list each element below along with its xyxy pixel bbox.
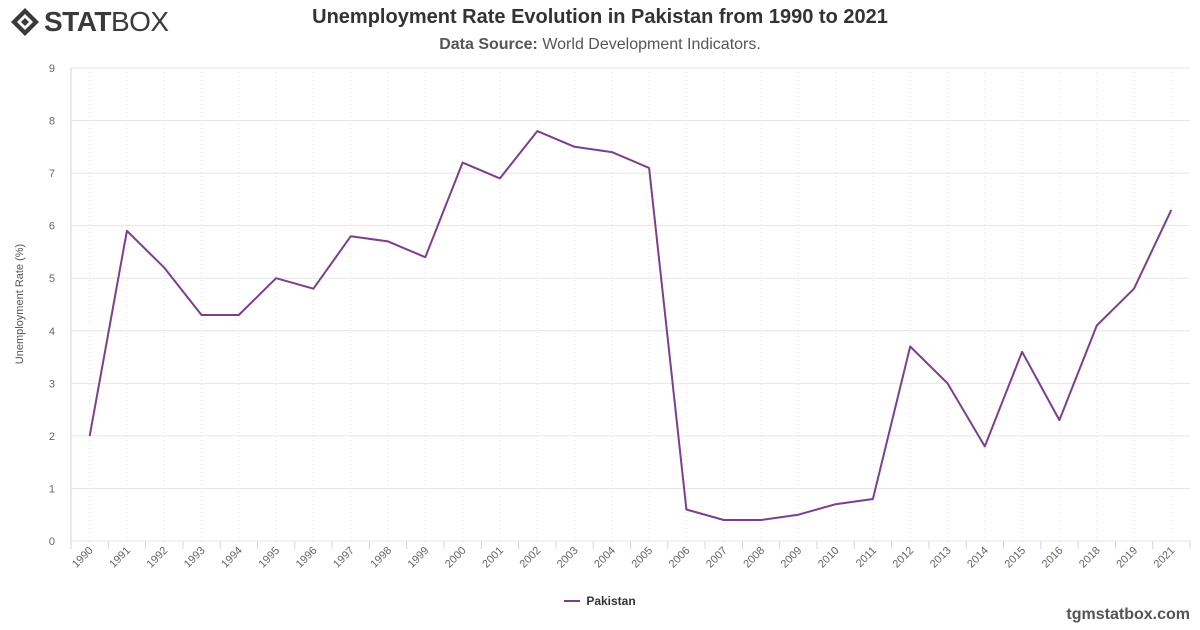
x-tick-label: 2015 <box>1002 545 1028 571</box>
x-tick-label: 1998 <box>368 545 394 571</box>
series-layer <box>88 130 1173 521</box>
x-tick-label: 2010 <box>816 545 842 571</box>
y-tick-label: 4 <box>49 326 55 338</box>
x-tick-label: 2014 <box>965 545 991 571</box>
x-tick-label: 1996 <box>294 545 320 571</box>
chart-subtitle: Data Source: World Development Indicator… <box>0 36 1200 54</box>
y-tick-label: 8 <box>49 116 55 128</box>
subtitle-source: World Development Indicators. <box>542 36 761 53</box>
y-tick-label: 6 <box>49 221 55 233</box>
y-axis-label: Unemployment Rate (%) <box>14 244 26 364</box>
x-axis-ticks: 1990 1991 1992 1993 1994 1995 1996 1997 1998 1999… <box>70 545 1177 571</box>
grid-lines <box>71 67 1190 542</box>
y-tick-label: 3 <box>49 378 55 390</box>
x-tick-label: 2004 <box>592 545 618 571</box>
y-tick-label: 5 <box>49 273 55 285</box>
y-tick-label: 1 <box>49 483 55 495</box>
x-tick-label: 2006 <box>667 545 693 571</box>
x-tick-label: 2012 <box>891 545 917 571</box>
x-tick-label: 2009 <box>779 545 805 571</box>
x-tick-label: 1994 <box>219 545 245 571</box>
x-tick-label: 2002 <box>518 545 544 571</box>
x-tick-label: 1999 <box>406 545 432 571</box>
x-tick-label: 1990 <box>70 545 96 571</box>
x-tick-label: 2011 <box>854 545 879 570</box>
x-tick-label: 2000 <box>443 545 469 571</box>
y-tick-label: 0 <box>49 536 55 548</box>
x-tick-label: 2001 <box>480 545 506 571</box>
x-tick-label: 1992 <box>145 545 171 571</box>
legend-swatch <box>564 600 581 602</box>
legend-item-pakistan[interactable]: Pakistan <box>586 594 636 608</box>
x-tick-label: 2018 <box>1077 545 1103 571</box>
y-tick-label: 7 <box>49 168 55 180</box>
x-tick-label: 2007 <box>704 545 730 571</box>
x-tick-label: 1991 <box>107 545 133 571</box>
x-tick-label: 1995 <box>256 545 282 571</box>
x-tick-label: 1993 <box>182 545 208 571</box>
x-tick-label: 2008 <box>741 545 767 571</box>
brand-logo: STATBOX <box>10 6 169 38</box>
x-tick-label: 2005 <box>629 545 655 571</box>
x-tick-label: 2019 <box>1114 545 1140 571</box>
chart-title: Unemployment Rate Evolution in Pakistan … <box>312 6 888 28</box>
x-tick-label: 2016 <box>1040 545 1066 571</box>
x-tick-label: 2003 <box>555 545 581 571</box>
legend[interactable]: Pakistan <box>0 594 1200 608</box>
statbox-logo-icon <box>11 8 39 36</box>
x-tick-label: 2013 <box>928 545 954 571</box>
subtitle-label: Data Source: <box>439 36 538 53</box>
axes <box>70 68 1191 549</box>
x-tick-label: 2021 <box>1152 545 1178 571</box>
brand-wordmark: STATBOX <box>44 6 169 37</box>
series-line-pakistan <box>88 130 1173 521</box>
y-tick-label: 9 <box>49 63 55 75</box>
y-axis-ticks: 0 1 2 3 4 5 6 7 8 9 <box>49 63 55 548</box>
site-credit: tgmstatbox.com <box>1066 606 1190 623</box>
y-tick-label: 2 <box>49 431 55 443</box>
x-tick-label: 1997 <box>331 545 357 571</box>
